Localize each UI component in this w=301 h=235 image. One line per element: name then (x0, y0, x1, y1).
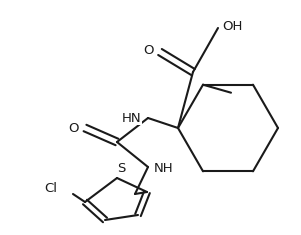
Text: S: S (117, 161, 125, 175)
Text: O: O (143, 43, 153, 56)
Text: NH: NH (154, 162, 174, 176)
Text: Cl: Cl (45, 181, 57, 195)
Text: HN: HN (122, 111, 142, 125)
Text: O: O (68, 121, 78, 134)
Text: OH: OH (222, 20, 242, 32)
